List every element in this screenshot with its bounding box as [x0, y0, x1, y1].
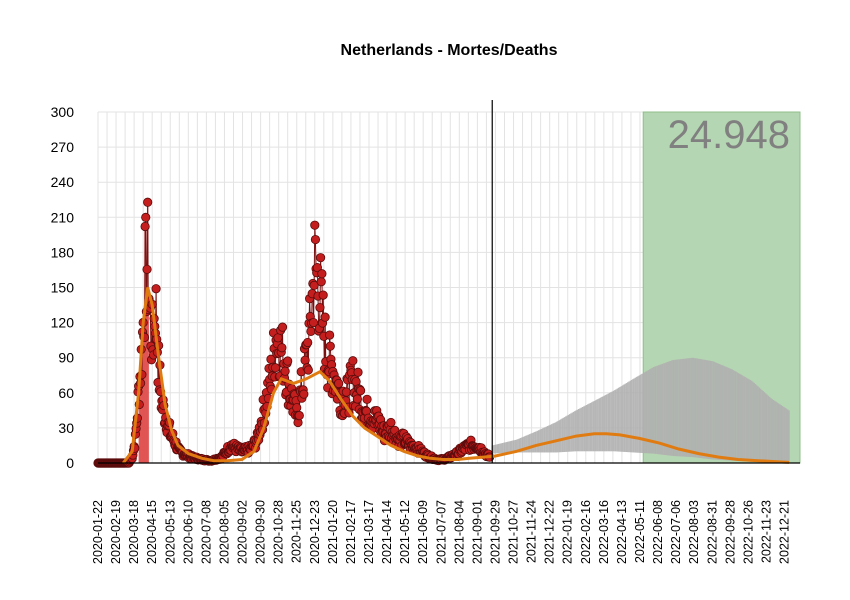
y-tick-label: 240 [51, 174, 75, 190]
observed-point [356, 386, 366, 396]
observed-point [312, 262, 322, 273]
y-tick-label: 180 [51, 244, 75, 260]
observed-point [273, 333, 283, 343]
x-tick-label: 2022-02-16 [579, 500, 593, 564]
x-tick-label: 2022-04-13 [615, 500, 629, 564]
observed-point [310, 220, 320, 230]
x-tick-label: 2020-09-30 [254, 500, 268, 564]
chart-title: Netherlands - Mortes/Deaths [341, 42, 558, 59]
observed-point [270, 363, 281, 373]
observed-point [362, 394, 372, 404]
observed-point [315, 302, 325, 313]
x-tick-label: 2021-10-27 [507, 500, 521, 564]
y-tick-label: 30 [58, 420, 74, 436]
x-tick-label: 2020-09-02 [236, 500, 250, 564]
observed-point [316, 253, 326, 263]
x-tick-label: 2020-12-23 [308, 500, 322, 564]
x-tick-label: 2021-07-07 [434, 500, 448, 564]
x-tick-label: 2022-11-23 [759, 500, 773, 563]
observed-point [353, 367, 363, 377]
observed-point [143, 197, 153, 207]
observed-point [386, 417, 396, 428]
observed-point [352, 394, 362, 404]
x-tick-label: 2022-07-06 [669, 500, 683, 564]
y-tick-label: 0 [66, 455, 74, 471]
observed-point [306, 326, 316, 336]
observed-point [140, 221, 150, 232]
x-tick-label: 2022-08-03 [687, 500, 701, 564]
x-tick-label: 2020-10-28 [272, 500, 286, 564]
smoothed-line [122, 287, 790, 464]
y-tick-label: 120 [51, 315, 75, 331]
x-tick-label: 2021-01-20 [326, 500, 340, 564]
observed-point [292, 403, 302, 413]
x-tick-label: 2020-08-05 [218, 500, 232, 564]
x-tick-label: 2021-12-22 [543, 500, 557, 564]
observed-point [348, 356, 358, 366]
observed-point [308, 317, 319, 328]
observed-point [325, 330, 335, 340]
x-tick-label: 2022-08-31 [705, 500, 719, 564]
observed-point [310, 234, 321, 245]
highlight-region-label: 24.948 [668, 113, 790, 157]
observed-point [334, 378, 344, 389]
x-tick-label: 2021-04-14 [380, 500, 394, 564]
observed-point [341, 387, 352, 397]
observed-point [283, 356, 293, 366]
x-tick-label: 2020-01-22 [91, 500, 105, 564]
y-tick-labels: 0 30 60 90 120 150 180 210 240 270 300 [51, 104, 75, 471]
observed-point [303, 337, 313, 348]
x-tick-label: 2020-05-13 [163, 500, 177, 564]
observed-point [317, 269, 327, 279]
observed-point [280, 366, 290, 376]
observed-point [151, 284, 161, 294]
x-tick-label: 2021-09-29 [489, 500, 503, 564]
forecast-band [491, 357, 790, 463]
observed-point [300, 355, 310, 365]
x-tick-label: 2020-06-10 [181, 500, 195, 564]
y-tick-label: 90 [58, 350, 74, 366]
observed-point [325, 341, 335, 351]
axes [98, 100, 800, 464]
observed-point [316, 277, 326, 287]
observed-point [303, 365, 313, 375]
y-tick-label: 210 [51, 209, 75, 225]
observed-point [318, 290, 328, 300]
y-tick-label: 270 [51, 139, 75, 155]
observed-point [142, 264, 152, 274]
observed-point [277, 343, 287, 353]
x-tick-label: 2020-04-15 [145, 500, 159, 564]
observed-point [294, 410, 304, 421]
x-tick-label: 2022-12-21 [778, 500, 792, 564]
x-tick-label: 2021-09-01 [470, 500, 484, 564]
x-tick-label: 2020-03-18 [127, 500, 141, 564]
x-tick-label: 2022-09-28 [723, 500, 737, 564]
observed-point [309, 280, 319, 290]
observed-point [299, 389, 309, 399]
x-tick-label: 2021-03-17 [362, 500, 376, 564]
x-tick-label: 2020-07-08 [199, 500, 213, 564]
x-tick-label: 2020-11-25 [290, 500, 304, 563]
observed-point [141, 212, 151, 222]
x-tick-label: 2022-05-11 [633, 500, 647, 563]
x-tick-label: 2021-11-24 [525, 500, 539, 563]
x-tick-label: 2022-06-08 [651, 500, 665, 564]
x-tick-label: 2020-02-19 [109, 500, 123, 564]
x-tick-label: 2022-03-16 [597, 500, 611, 564]
y-tick-label: 60 [58, 385, 74, 401]
y-tick-label: 300 [51, 104, 75, 120]
x-tick-label: 2021-02-17 [344, 500, 358, 564]
x-tick-label: 2021-05-12 [398, 500, 412, 564]
y-tick-label: 150 [51, 280, 75, 296]
x-tick-label: 2021-06-09 [416, 500, 430, 564]
x-tick-label: 2022-01-19 [561, 500, 575, 564]
x-tick-label: 2022-10-26 [741, 500, 755, 564]
x-tick-label: 2021-08-04 [452, 500, 466, 564]
observed-series [93, 197, 495, 468]
observed-point [277, 322, 288, 332]
x-tick-labels: 2020-01-22 2020-02-19 2020-03-18 2020-04-15… [91, 500, 792, 564]
observed-point [320, 312, 330, 322]
